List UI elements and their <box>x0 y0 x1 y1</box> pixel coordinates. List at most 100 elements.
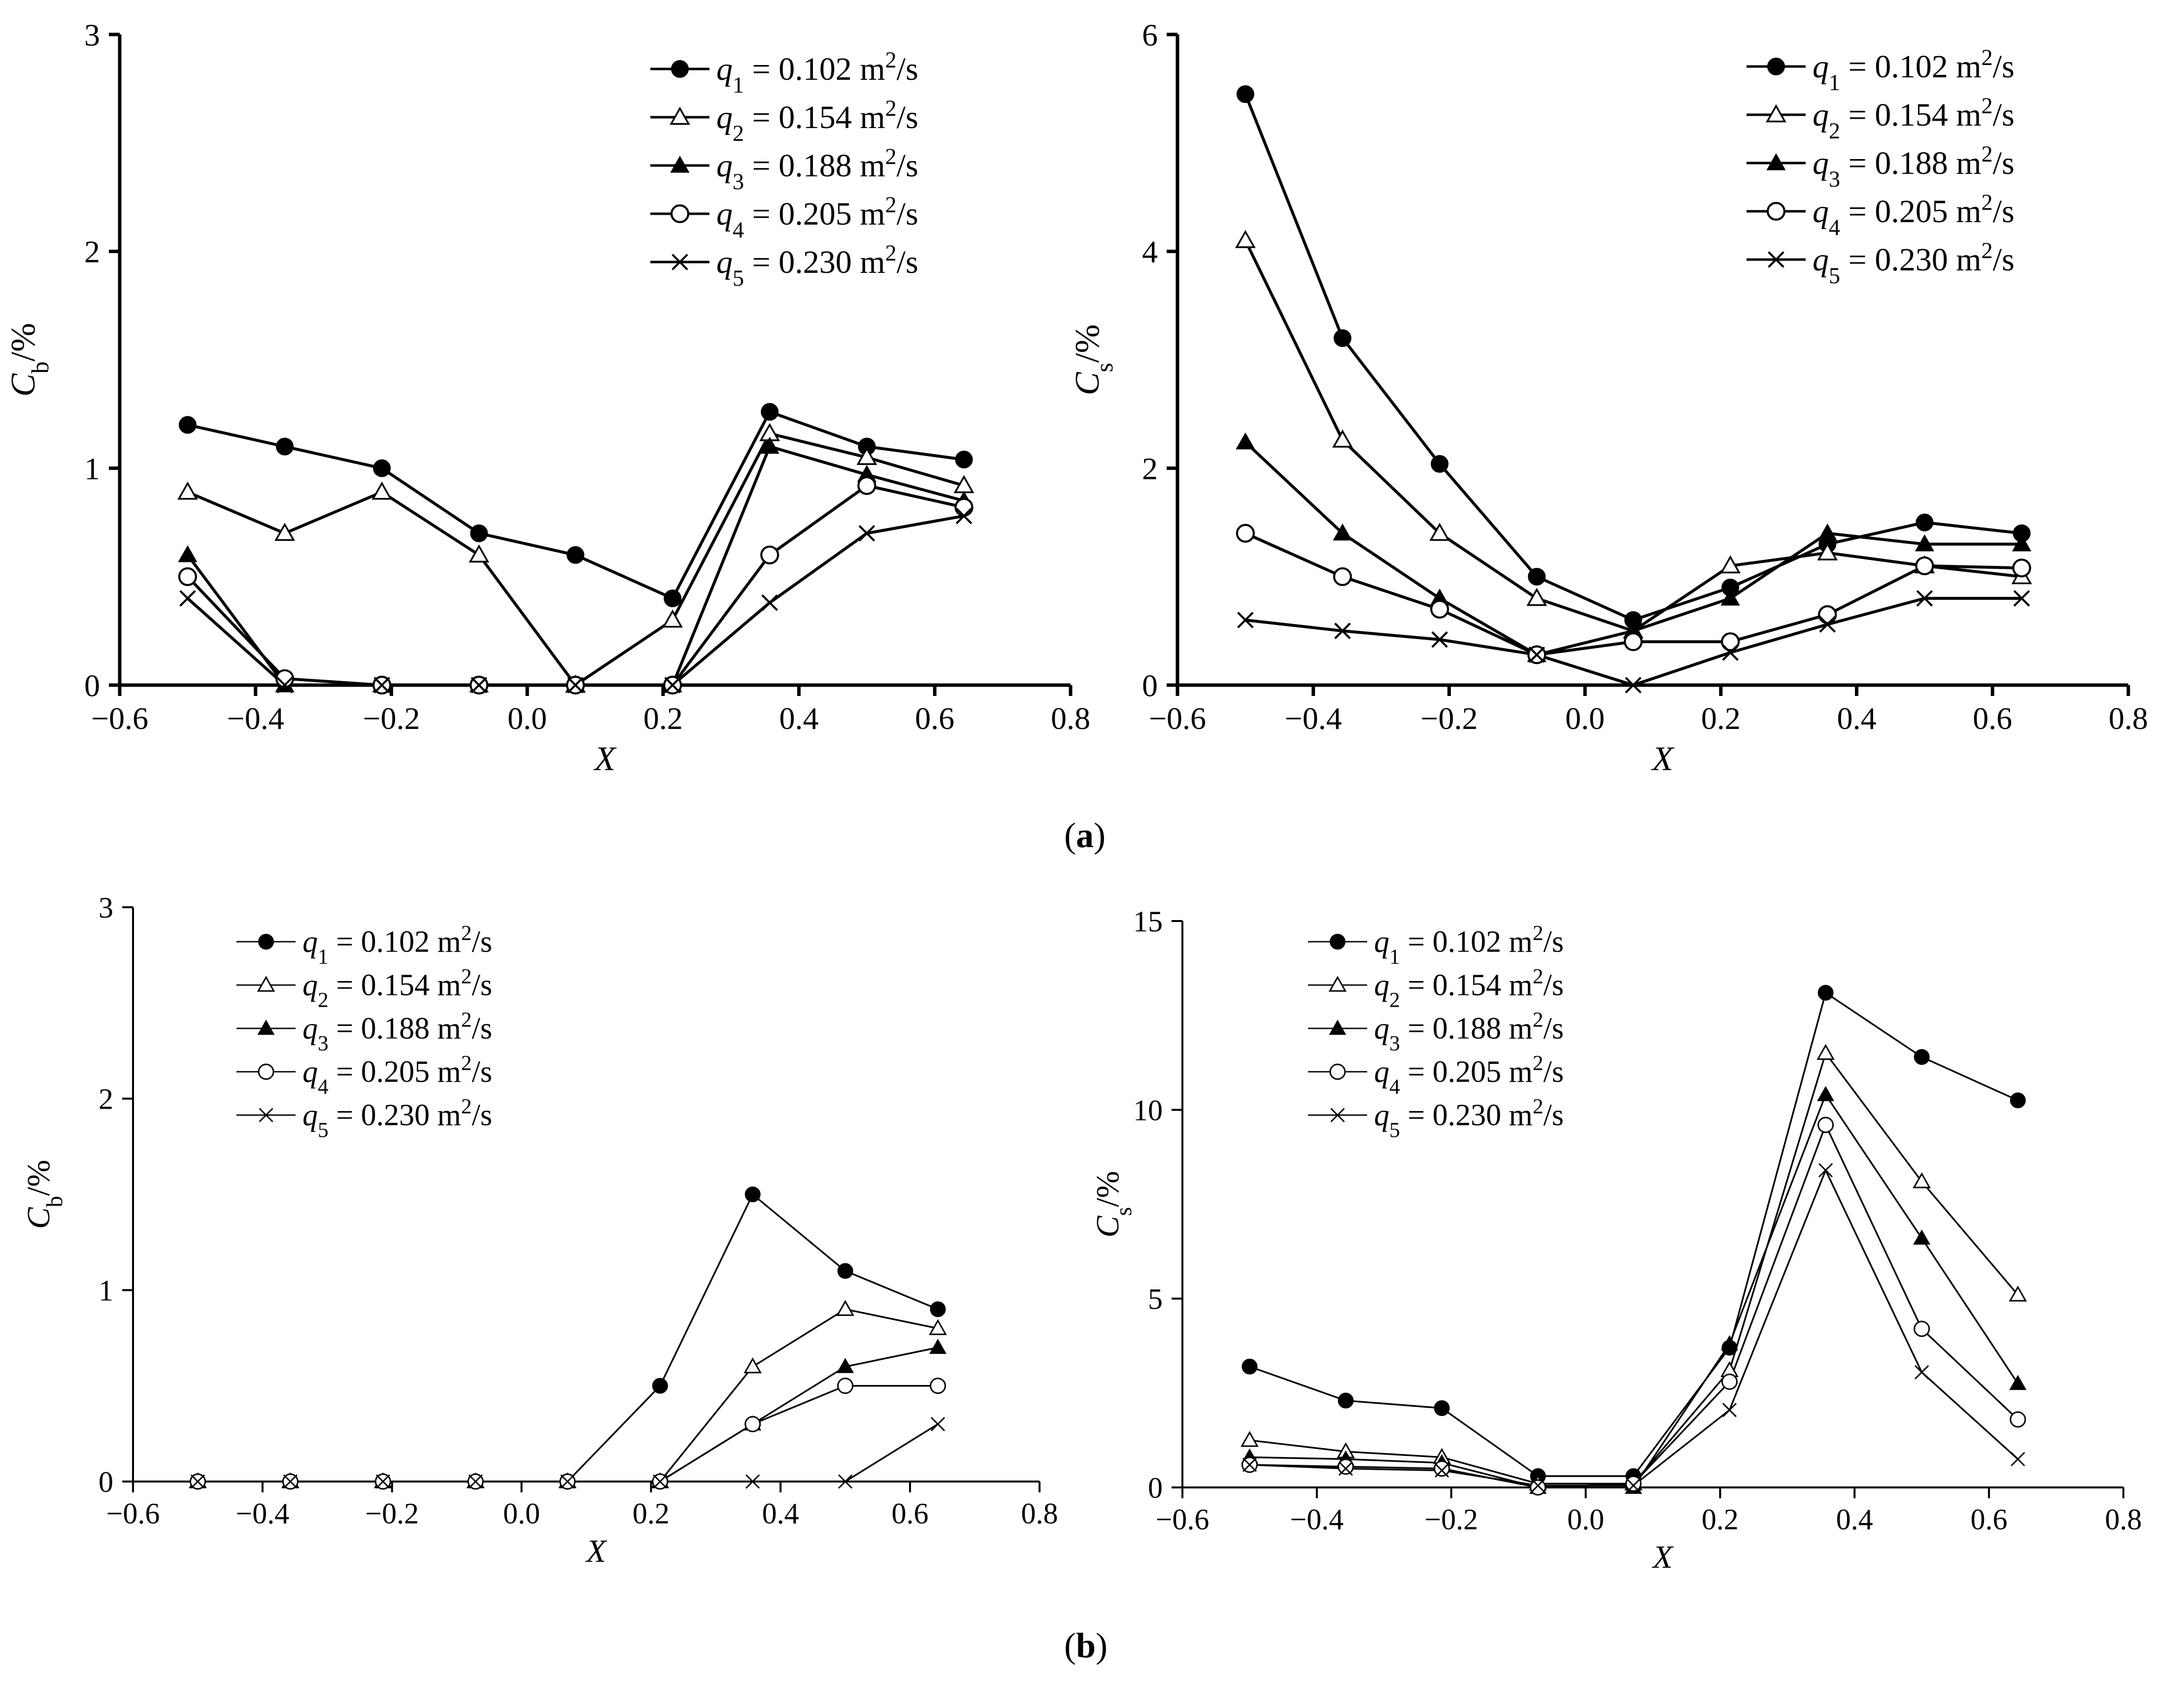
legend-label: q1 = 0.102 m2/s <box>716 47 918 97</box>
legend-marker <box>1329 1063 1346 1080</box>
data-point-q5 <box>1915 1365 1929 1380</box>
data-point-q4 <box>1721 632 1740 652</box>
data-point-q5 <box>1818 1163 1833 1178</box>
legend-marker <box>670 106 690 125</box>
x-tick-label: 0.8 <box>2109 701 2148 736</box>
data-point-q4 <box>837 1378 854 1394</box>
data-point-q2 <box>469 544 490 563</box>
series-markers-q5 <box>179 507 973 693</box>
legend-item-3: q3 = 0.188 m2/s <box>236 1008 492 1055</box>
data-point-q5 <box>858 525 875 542</box>
data-point-q5 <box>1334 623 1351 639</box>
data-point-q4 <box>1915 556 1934 575</box>
data-point-q4 <box>930 1378 946 1394</box>
data-point-q5 <box>1722 1403 1737 1417</box>
legend-item-4: q4 = 0.205 m2/s <box>236 1051 492 1098</box>
data-point-q2 <box>929 1319 947 1335</box>
series-line-q4 <box>1249 1124 2018 1488</box>
data-point-q5 <box>1435 1463 1449 1478</box>
caption-a: (a) <box>1064 816 1106 855</box>
data-point-q2 <box>1332 429 1353 448</box>
x-axis-label: X <box>593 739 617 778</box>
legend-marker <box>258 934 274 950</box>
data-point-q1 <box>1236 85 1254 103</box>
data-point-q4 <box>1625 1475 1642 1492</box>
legend-marker <box>670 156 690 173</box>
x-tick-label: 0.4 <box>779 701 819 736</box>
data-point-q5 <box>276 677 293 693</box>
legend-marker <box>1766 104 1786 123</box>
data-point-q5 <box>2011 1451 2025 1467</box>
x-tick-label: 0.6 <box>1973 701 2012 736</box>
series-line-q3 <box>186 445 965 687</box>
x-axis-label: X <box>1651 739 1675 778</box>
data-point-q5 <box>2013 590 2030 607</box>
legend: q1 = 0.102 m2/sq2 = 0.154 m2/sq3 = 0.188… <box>650 47 918 290</box>
x-tick-label: 0.0 <box>507 701 547 736</box>
y-tick-label: 15 <box>1133 905 1163 938</box>
data-point-q4 <box>2012 559 2031 578</box>
data-point-q4 <box>178 567 197 586</box>
data-point-q5 <box>470 677 488 693</box>
chart-a-right: 0 2 4 6 −0.6 −0.4 −0.2 0.0 0.2 0.4 0.6 0.8 X Cs/% q1 =… <box>1068 17 2148 778</box>
data-point-q5 <box>567 677 584 693</box>
data-point-q1 <box>1431 455 1449 473</box>
legend: q1 = 0.102 m2/sq2 = 0.154 m2/sq3 = 0.188… <box>1747 44 2015 288</box>
data-point-q5 <box>560 1474 575 1489</box>
series-markers-q4 <box>178 476 974 695</box>
series-markers-q2 <box>1235 230 2032 639</box>
legend-item-5: q5 = 0.230 m2/s <box>1308 1094 1564 1142</box>
legend-marker <box>1330 934 1345 950</box>
series-line-q1 <box>1249 991 2018 1477</box>
series-markers-q4 <box>1241 1117 2026 1496</box>
legend-marker <box>672 254 688 270</box>
legend-label: q3 = 0.188 m2/s <box>1374 1008 1564 1055</box>
x-tick-label: −0.2 <box>363 701 420 736</box>
data-point-q5 <box>664 677 681 693</box>
y-tick-label: 2 <box>84 234 100 269</box>
legend-label: q4 = 0.205 m2/s <box>716 192 918 242</box>
legend-label: q5 = 0.230 m2/s <box>302 1094 492 1142</box>
data-point-q3 <box>760 436 779 454</box>
chart-b-right: 0 5 10 15 −0.6 −0.4 −0.2 0.0 0.2 0.4 0.6 0.8 X Cs/% q1… <box>1090 905 2142 1575</box>
legend-item-5: q5 = 0.230 m2/s <box>650 240 918 290</box>
series-line-q3 <box>198 1347 939 1483</box>
legend-item-1: q1 = 0.102 m2/s <box>1308 921 1564 968</box>
data-point-q3 <box>1817 1086 1835 1101</box>
y-axis-label: Cb/% <box>21 1160 67 1229</box>
x-axis-label: X <box>1651 1539 1674 1575</box>
y-tick-label: 3 <box>99 891 113 924</box>
data-point-q5 <box>1431 631 1448 648</box>
data-point-q1 <box>373 459 391 477</box>
data-point-q2 <box>662 609 683 628</box>
legend-item-2: q2 = 0.154 m2/s <box>1747 93 2015 143</box>
data-point-q4 <box>1338 1458 1354 1475</box>
series-markers-q4 <box>1236 524 2031 664</box>
data-point-q5 <box>468 1474 483 1489</box>
chart-b-left: 0 1 2 3 −0.6 −0.4 −0.2 0.0 0.2 0.4 0.6 0.8 X Cb/% q1 =… <box>21 891 1058 1569</box>
legend-item-3: q3 = 0.188 m2/s <box>1308 1008 1564 1055</box>
legend-label: q1 = 0.102 m2/s <box>1374 921 1564 968</box>
series-markers-q5 <box>190 1417 945 1489</box>
series-line-q2 <box>1249 1052 2019 1485</box>
data-point-q5 <box>1625 677 1642 693</box>
series-markers-q3 <box>189 1339 947 1488</box>
x-tick-label: 0.2 <box>633 1497 670 1530</box>
series-line-q5 <box>186 514 965 687</box>
legend-item-1: q1 = 0.102 m2/s <box>650 47 918 97</box>
caption-b: (b) <box>1064 1626 1108 1665</box>
data-point-q5 <box>1242 1457 1257 1472</box>
legend-marker <box>1329 1020 1346 1035</box>
y-tick-label: 2 <box>99 1083 113 1116</box>
y-tick-label: 3 <box>84 17 100 52</box>
data-point-q1 <box>178 416 197 434</box>
data-point-q1 <box>470 524 488 542</box>
x-tick-label: 0.2 <box>1702 1503 1739 1536</box>
y-tick-label: 0 <box>1142 668 1158 703</box>
x-tick-label: −0.6 <box>1149 701 1206 736</box>
legend-label: q2 = 0.154 m2/s <box>1374 964 1564 1012</box>
legend-item-3: q3 = 0.188 m2/s <box>1747 141 2015 191</box>
legend-label: q3 = 0.188 m2/s <box>302 1008 492 1055</box>
y-tick-label: 1 <box>84 451 100 486</box>
